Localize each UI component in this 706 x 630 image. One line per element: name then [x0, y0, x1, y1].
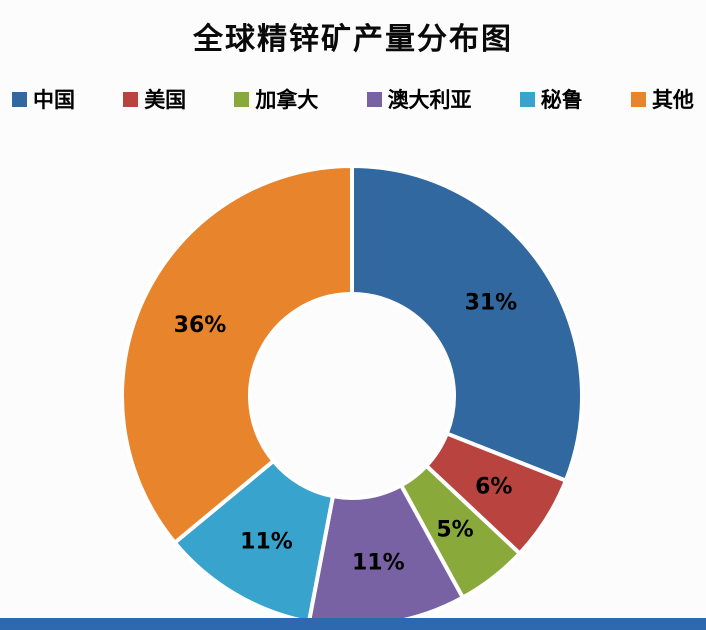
legend-swatch [366, 91, 382, 107]
legend-swatch [630, 91, 646, 107]
legend-label: 其他 [651, 88, 694, 112]
legend-item: 秘鲁 [519, 84, 583, 114]
chart-title: 全球精锌矿产量分布图 [193, 22, 513, 57]
legend: 中国 美国 加拿大 澳大利亚 秘鲁 其他 [0, 84, 706, 114]
legend-label: 中国 [33, 88, 75, 112]
legend-item: 中国 [12, 84, 75, 114]
slice-label: 11% [352, 551, 405, 576]
legend-item: 其他 [630, 84, 694, 114]
slice-label: 11% [240, 529, 293, 554]
bottom-bar [0, 618, 706, 630]
legend-label: 加拿大 [255, 88, 319, 112]
legend-label: 美国 [144, 88, 187, 112]
legend-swatch [12, 91, 27, 107]
legend-item: 美国 [123, 84, 186, 114]
legend-swatch [234, 91, 250, 107]
legend-swatch [519, 91, 535, 107]
legend-item: 加拿大 [234, 84, 318, 114]
legend-swatch [123, 91, 139, 107]
legend-item: 澳大利亚 [366, 84, 472, 114]
slice-label: 5% [436, 517, 473, 542]
pie-slice [350, 164, 585, 483]
pie-slice [120, 164, 354, 545]
legend-label: 澳大利亚 [387, 88, 472, 112]
slice-label: 6% [475, 475, 512, 500]
slice-label: 36% [174, 313, 227, 338]
legend-label: 秘鲁 [540, 88, 583, 112]
donut-chart: 31% 6%5% 11% 11% 36% [120, 164, 585, 628]
slice-label: 31% [465, 290, 518, 315]
